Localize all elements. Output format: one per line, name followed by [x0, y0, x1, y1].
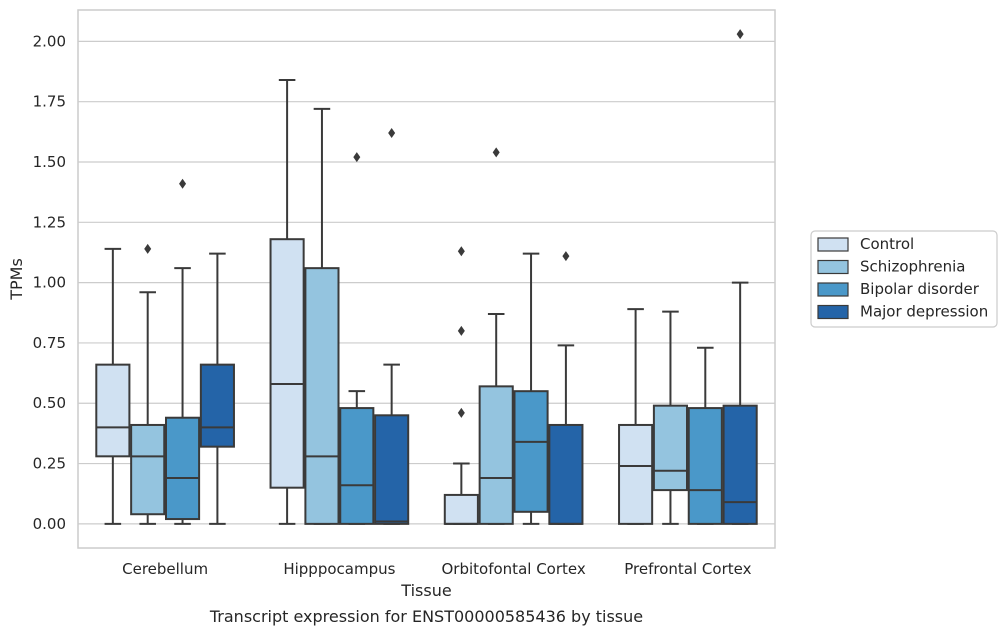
box-iqr [95, 363, 131, 458]
box-iqr [548, 423, 584, 525]
legend-label: Control [860, 235, 914, 253]
box-iqr [513, 390, 549, 513]
legend-swatch [817, 304, 849, 320]
outlier-point [457, 246, 465, 257]
box-schizophrenia [304, 107, 340, 525]
box-bipolar-disorder [164, 178, 201, 525]
box-iqr [443, 493, 479, 525]
box-major-depression [548, 251, 584, 525]
box-major-depression [722, 29, 758, 525]
y-axis-label: TPMs [7, 258, 26, 301]
box-control [443, 246, 479, 525]
box-iqr [374, 414, 410, 525]
x-axis-ticks: Cerebellum Hipppocampus Orbitofontal Corte… [122, 560, 751, 578]
legend-label: Major depression [860, 303, 988, 321]
box-iqr [199, 363, 235, 448]
legend-box [810, 230, 998, 328]
legend: Control Schizophrenia Bipolar disorder Majo… [810, 230, 998, 328]
box-major-depression [199, 252, 235, 525]
outlier-point [562, 251, 570, 262]
x-tick-label: Hipppocampus [283, 560, 395, 578]
x-tick-label: Prefrontal Cortex [624, 560, 751, 578]
legend-label: Bipolar disorder [860, 280, 980, 298]
chart-caption: Transcript expression for ENST0000058543… [209, 607, 643, 626]
box-iqr [269, 238, 305, 489]
box-schizophrenia [652, 310, 689, 525]
box-major-depression [374, 128, 410, 525]
box-iqr [722, 404, 758, 525]
box-control [618, 308, 654, 525]
box-control [269, 78, 305, 525]
y-tick-label: 2.00 [33, 32, 66, 50]
y-tick-label: 0.50 [33, 394, 66, 412]
outlier-point [179, 178, 187, 189]
y-tick-label: 0.75 [33, 334, 66, 352]
box-iqr [478, 385, 514, 525]
legend-swatch [817, 259, 849, 275]
box-iqr [304, 267, 340, 525]
box-control [95, 247, 131, 525]
box-iqr [618, 423, 654, 525]
box-schizophrenia [478, 147, 514, 525]
box-iqr [164, 416, 201, 521]
box-iqr [687, 407, 723, 525]
y-tick-label: 0.25 [33, 455, 66, 473]
box-iqr [339, 407, 375, 525]
legend-swatch [817, 282, 849, 297]
box-schizophrenia [130, 243, 166, 525]
y-tick-label: 1.50 [33, 153, 66, 171]
outlier-point [353, 152, 361, 163]
x-tick-label: Orbitofontal Cortex [442, 560, 586, 578]
box-bipolar-disorder [339, 152, 375, 525]
outlier-point [736, 29, 744, 40]
outlier-point [388, 128, 396, 139]
box-iqr [652, 404, 689, 492]
y-tick-label: 1.00 [33, 274, 66, 292]
plot-area-frame [77, 9, 776, 549]
outlier-point [457, 325, 465, 336]
y-axis-ticks: 0.00 0.25 0.50 0.75 1.00 1.25 1.50 1.75 2.00 [33, 32, 66, 533]
outlier-point [457, 407, 465, 418]
outlier-point [492, 147, 500, 158]
legend-label: Schizophrenia [860, 258, 965, 276]
y-tick-label: 0.00 [33, 515, 66, 533]
x-tick-label: Cerebellum [122, 560, 208, 578]
outlier-point [144, 243, 152, 254]
box-bipolar-disorder [687, 346, 723, 525]
y-tick-label: 1.75 [33, 93, 66, 111]
x-axis-label: Tissue [400, 581, 451, 600]
box-bipolar-disorder [513, 252, 549, 525]
y-tick-label: 1.25 [33, 213, 66, 231]
legend-swatch [817, 237, 849, 252]
box-iqr [130, 423, 166, 516]
boxes [95, 29, 758, 525]
